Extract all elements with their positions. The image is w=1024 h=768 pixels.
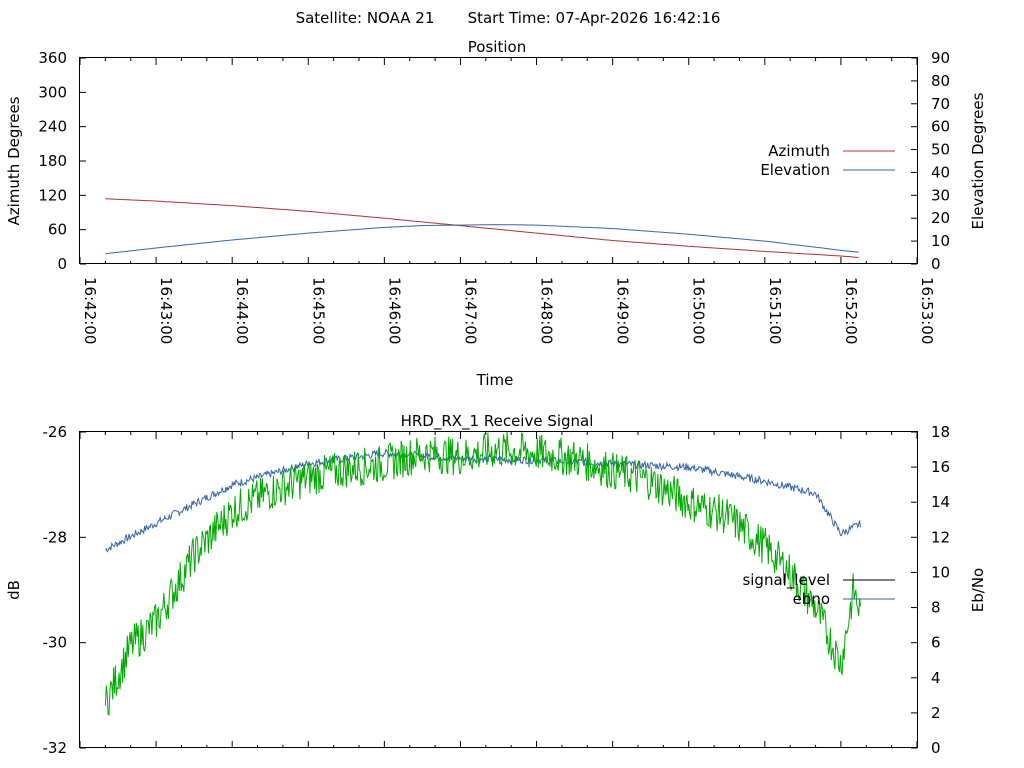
signal-y2-tick-label: 14 [931,493,950,511]
position-series-line-elevation [105,224,859,255]
signal-y2-tick-label: 12 [931,528,950,546]
signal-y2-tick-label: 10 [931,563,950,581]
position-x-tick-label: 16:50:00 [690,277,708,344]
position-x-tick-label: 16:51:00 [766,277,784,344]
position-x-tick-label: 16:43:00 [157,277,175,344]
position-series-line-azimuth [105,198,859,258]
position-y2-tick-label: 10 [931,232,950,250]
position-x-axis-label: Time [476,371,514,389]
signal-chart-title: HRD_RX_1 Receive Signal [401,412,594,431]
position-y-tick-label: 360 [38,49,67,67]
position-y2-tick-label: 20 [931,209,950,227]
position-x-tick-label: 16:53:00 [918,277,936,344]
signal-plot-frame [79,431,918,748]
legend-label-elevation: Elevation [760,161,830,179]
position-chart: Position Time Azimuth Degrees Elevation … [5,38,987,389]
position-x-tick-label: 16:46:00 [385,277,403,344]
position-y-tick-label: 120 [38,186,67,204]
position-y2-tick-label: 40 [931,163,950,181]
position-x-tick-label: 16:45:00 [309,277,327,344]
position-y-tick-label: 60 [48,221,67,239]
signal-y-tick-label: -30 [43,634,68,652]
signal-legend: signal_level ebno [742,571,895,608]
position-y2-tick-label: 80 [931,72,950,90]
position-y2-tick-label: 0 [931,255,941,273]
signal-series-line-series-2 [104,431,861,716]
legend-label-azimuth: Azimuth [768,142,830,160]
position-legend: Azimuth Elevation [760,142,895,179]
signal-y2-tick-label: 4 [931,669,941,687]
position-y2-tick-label: 30 [931,186,950,204]
position-y-tick-label: 0 [57,255,67,273]
position-y-tick-label: 300 [38,83,67,101]
start-time-label: Start Time: 07-Apr-2026 16:42:16 [468,9,721,27]
position-y-axis-label: Azimuth Degrees [5,96,23,225]
position-x-tick-label: 16:49:00 [614,277,632,344]
signal-y2-tick-label: 16 [931,458,950,476]
signal-y-tick-label: -26 [43,423,68,441]
position-y2-tick-label: 60 [931,118,950,136]
position-y2-tick-label: 90 [931,49,950,67]
position-chart-title: Position [468,38,526,56]
position-y2-tick-label: 50 [931,141,950,159]
signal-y-tick-label: -32 [43,739,68,757]
position-x-tick-label: 16:42:00 [81,277,99,344]
position-plot-frame [79,57,918,264]
position-y-tick-label: 240 [38,118,67,136]
position-x-tick-label: 16:52:00 [842,277,860,344]
signal-y2-tick-label: 6 [931,634,941,652]
legend-label-ebno: ebno [793,590,830,608]
position-y-tick-label: 180 [38,152,67,170]
satellite-label: Satellite: NOAA 21 [296,9,435,27]
signal-y2-tick-label: 0 [931,739,941,757]
signal-y2-tick-label: 8 [931,599,941,617]
signal-y-axis-label: dB [5,580,23,600]
position-x-tick-label: 16:47:00 [461,277,479,344]
signal-y2-tick-label: 18 [931,423,950,441]
receive-signal-chart: HRD_RX_1 Receive Signal dB Eb/No -32 -30 -… [5,412,987,757]
signal-y2-tick-label: 2 [931,704,941,722]
signal-y2-axis-label: Eb/No [969,568,987,612]
position-x-tick-label: 16:48:00 [538,277,556,344]
position-y2-axis-label: Elevation Degrees [969,92,987,229]
signal-series-line-ebno [105,448,861,553]
legend-label-signal-level: signal_level [742,571,830,590]
position-x-tick-label: 16:44:00 [233,277,251,344]
signal-y-tick-label: -28 [43,528,68,546]
position-y2-tick-label: 70 [931,95,950,113]
